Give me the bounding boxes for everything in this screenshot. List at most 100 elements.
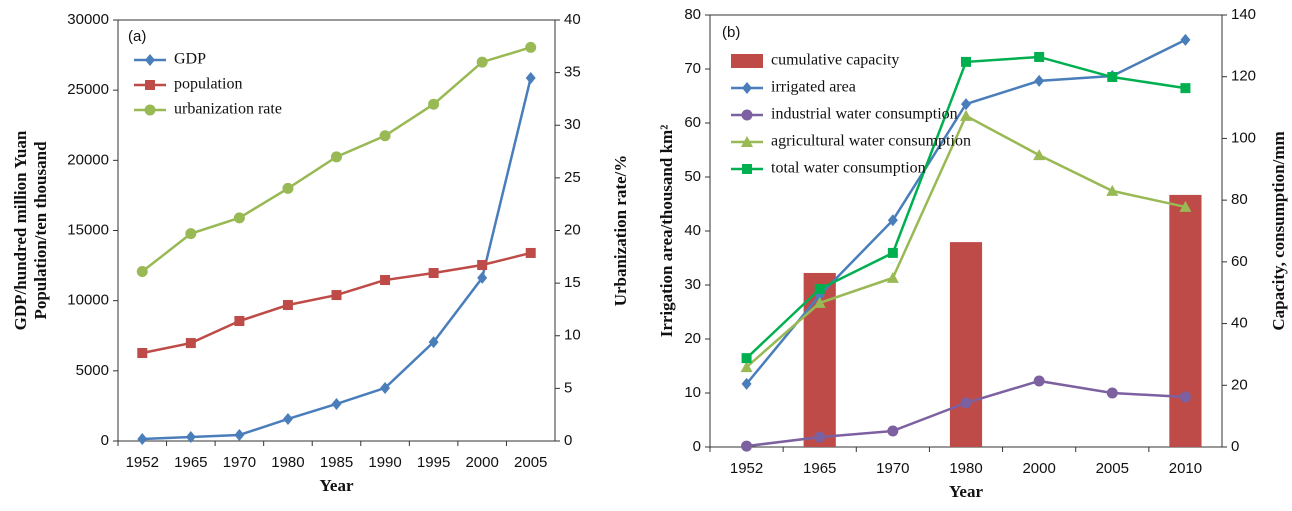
marker bbox=[960, 109, 972, 121]
panel-label: (a) bbox=[128, 28, 146, 45]
legend-marker bbox=[741, 109, 753, 121]
legend-marker bbox=[741, 136, 753, 147]
y-tick-label: 30000 bbox=[67, 11, 109, 28]
y2-tick-label: 40 bbox=[1231, 315, 1248, 332]
marker bbox=[1106, 387, 1118, 399]
y-tick-label: 20 bbox=[684, 330, 701, 347]
legend-label: irrigated area bbox=[771, 79, 856, 96]
y-tick-label: 20000 bbox=[67, 151, 109, 168]
marker bbox=[136, 266, 148, 278]
marker bbox=[137, 433, 148, 446]
y-tick-label: 10 bbox=[684, 384, 701, 401]
marker bbox=[185, 228, 197, 240]
legend-label: GDP bbox=[174, 51, 206, 68]
marker bbox=[233, 212, 245, 224]
y2-tick-label: 100 bbox=[1231, 129, 1256, 146]
marker bbox=[1107, 72, 1118, 83]
x-tick-label: 1970 bbox=[223, 454, 256, 471]
x-tick-label: 2000 bbox=[1022, 460, 1055, 477]
y-axis-label: Population/ten thousand bbox=[31, 141, 50, 320]
marker bbox=[1180, 33, 1191, 46]
marker bbox=[887, 214, 898, 227]
y2-tick-label: 20 bbox=[1231, 376, 1248, 393]
x-tick-label: 1985 bbox=[320, 454, 353, 471]
marker bbox=[380, 381, 391, 394]
marker bbox=[525, 247, 536, 258]
y-tick-label: 10000 bbox=[67, 292, 109, 309]
x-tick-label: 1990 bbox=[368, 454, 401, 471]
marker bbox=[741, 353, 752, 364]
marker bbox=[379, 130, 391, 142]
y-tick-label: 30 bbox=[684, 276, 701, 293]
bar bbox=[949, 242, 983, 447]
y-tick-label: 60 bbox=[684, 114, 701, 131]
y2-tick-label: 80 bbox=[1231, 191, 1248, 208]
y2-tick-label: 35 bbox=[564, 64, 581, 81]
x-tick-label: 1970 bbox=[876, 460, 909, 477]
marker bbox=[814, 284, 825, 295]
marker bbox=[886, 271, 899, 283]
y2-tick-label: 15 bbox=[564, 274, 581, 291]
x-tick-label: 1980 bbox=[949, 460, 982, 477]
y-axis-label: Irrigation area/thousand km² bbox=[657, 125, 676, 338]
marker bbox=[428, 98, 440, 110]
y2-tick-label: 10 bbox=[564, 327, 581, 344]
marker bbox=[477, 271, 488, 284]
marker bbox=[476, 56, 488, 68]
panel-label: (b) bbox=[722, 24, 740, 41]
y2-axis-label: Urbanization rate/% bbox=[611, 155, 630, 307]
marker bbox=[961, 56, 971, 67]
y2-tick-label: 0 bbox=[564, 432, 572, 449]
marker bbox=[1034, 74, 1045, 87]
marker bbox=[1034, 51, 1045, 62]
y2-tick-label: 0 bbox=[1231, 438, 1239, 455]
y-tick-label: 15000 bbox=[67, 221, 109, 238]
y-tick-label: 0 bbox=[693, 438, 701, 455]
series-line bbox=[142, 251, 532, 355]
marker bbox=[428, 268, 439, 279]
marker bbox=[1033, 149, 1046, 161]
marker bbox=[741, 440, 753, 452]
marker bbox=[477, 260, 488, 271]
y2-tick-label: 30 bbox=[564, 116, 581, 133]
marker bbox=[1179, 200, 1192, 212]
y-tick-label: 70 bbox=[684, 60, 701, 77]
legend-label: cumulative capacity bbox=[771, 52, 899, 69]
x-tick-label: 1980 bbox=[271, 454, 304, 471]
marker bbox=[137, 348, 148, 359]
legend-swatch bbox=[731, 54, 763, 68]
marker bbox=[740, 361, 753, 373]
y-tick-label: 25000 bbox=[67, 81, 109, 98]
marker bbox=[960, 397, 972, 409]
x-tick-label: 2005 bbox=[514, 454, 547, 471]
y2-tick-label: 20 bbox=[564, 221, 581, 238]
marker bbox=[331, 397, 342, 410]
marker bbox=[741, 377, 752, 390]
marker bbox=[1179, 391, 1191, 403]
marker bbox=[525, 71, 536, 84]
y-tick-label: 5000 bbox=[76, 362, 109, 379]
marker bbox=[1106, 184, 1119, 196]
x-tick-label: 1952 bbox=[126, 454, 159, 471]
legend-label: population bbox=[174, 76, 242, 93]
marker bbox=[185, 431, 196, 444]
marker bbox=[961, 98, 971, 111]
marker bbox=[814, 431, 826, 443]
y2-tick-label: 5 bbox=[564, 379, 572, 396]
marker bbox=[331, 151, 342, 163]
x-tick-label: 2005 bbox=[1096, 460, 1129, 477]
legend-label: industrial water consumption bbox=[771, 106, 958, 123]
y-axis-label: GDP/hundred million Yuan bbox=[11, 130, 30, 330]
x-tick-label: 2010 bbox=[1169, 460, 1202, 477]
marker bbox=[525, 41, 537, 53]
marker bbox=[380, 275, 391, 286]
marker bbox=[282, 300, 293, 311]
legend-marker bbox=[742, 164, 752, 174]
marker bbox=[185, 338, 196, 349]
x-tick-label: 1995 bbox=[417, 454, 450, 471]
x-tick-label: 1965 bbox=[803, 460, 836, 477]
series-line bbox=[142, 77, 532, 441]
legend-marker bbox=[144, 104, 156, 116]
legend-marker bbox=[145, 80, 155, 90]
